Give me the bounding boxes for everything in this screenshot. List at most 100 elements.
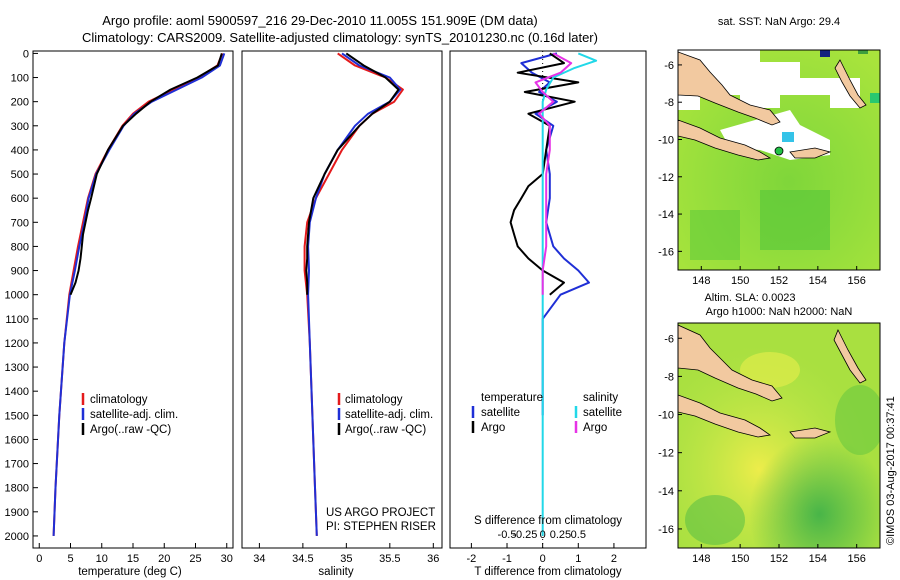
salinity-axes-frame (241, 50, 443, 549)
s-difference-x-ticks: -0.5-0.25 0 0.25 0.5 (498, 529, 586, 541)
depth-tick-label: 1000 (5, 290, 29, 302)
latitude-tick-label: -12 (658, 448, 674, 460)
s-difference-tick-label: -0.25 (512, 529, 537, 541)
land (678, 394, 772, 438)
temperature-tick-label: 15 (127, 553, 139, 565)
latitude-tick-label: -14 (658, 486, 674, 498)
sst-map-ticks: 148 150 152 154 156 -6 -8 -10 -12 -14 -16 (658, 60, 866, 287)
imos-credit: ©IMOS 03-Aug-2017 00:37:41 (885, 396, 897, 545)
difference-axes-frame (449, 50, 647, 549)
salinity-profiles (303, 52, 404, 536)
temperature-tick-label: 20 (158, 553, 170, 565)
salinity-tick-label: 35 (340, 553, 352, 565)
legend-label-temp-argo: Argo (481, 422, 505, 434)
latitude-tick-label: -8 (664, 97, 674, 109)
depth-tick-label: 100 (11, 73, 29, 85)
longitude-tick-label: 156 (848, 553, 866, 565)
salinity-tick-label: 34 (253, 553, 265, 565)
legend-label-argo: Argo(..raw -QC) (90, 424, 171, 436)
sst-map: sat. SST: NaN Argo: 29.4 148 150 152 154 156… (658, 16, 881, 287)
depth-tick-label: 1100 (5, 314, 29, 326)
figure-title-line1: Argo profile: aoml 5900597_216 29-Dec-20… (102, 13, 538, 28)
sst-map-title: sat. SST: NaN Argo: 29.4 (718, 16, 840, 28)
series-temperature-argo (509, 52, 580, 296)
sla-low-anomaly (835, 385, 880, 455)
salinity-tick-label: 34.5 (292, 553, 313, 565)
depth-tick-label: 2000 (5, 531, 29, 543)
legend-label-climatology: climatology (345, 394, 403, 406)
land (833, 329, 867, 384)
depth-tick-label: 600 (11, 193, 29, 205)
longitude-tick-label: 152 (770, 553, 788, 565)
salinity-tick-label: 35.5 (379, 553, 400, 565)
series-salinity-satellite (541, 52, 598, 536)
depth-ticks: 0 100 200 300 400 500 600 700 800 900 1000 1100 1200… (5, 48, 38, 543)
series-salinity-argo (534, 52, 573, 295)
sla-low-anomaly (685, 495, 745, 545)
s-difference-tick-label: 0.25 (550, 529, 571, 541)
series-satellite-adj-climatology (52, 53, 226, 536)
sla-map-ticks: 148 150 152 154 156 -6 -8 -10 -12 -14 -16 (658, 333, 866, 565)
depth-tick-label: 1800 (5, 483, 29, 495)
depth-tick-label: 800 (11, 241, 29, 253)
temperature-tick-label: 5 (67, 553, 73, 565)
series-argo (305, 52, 400, 295)
land (789, 147, 832, 159)
principal-investigator: PI: STEPHEN RISER (326, 521, 436, 533)
t-difference-tick-label: -1 (502, 553, 512, 565)
land (678, 324, 783, 402)
salinity-legend: climatology satellite-adj. clim. Argo(..… (337, 393, 433, 436)
t-difference-tick-label: 0 (540, 553, 546, 565)
sla-map-title-line1: Altim. SLA: 0.0023 (704, 292, 795, 304)
series-temperature-satellite (520, 52, 590, 416)
land (678, 51, 781, 126)
s-difference-tick-label: -0.5 (498, 529, 517, 541)
legend-label-satellite: satellite-adj. clim. (90, 409, 178, 421)
depth-tick-label: 200 (11, 97, 29, 109)
difference-legend: temperature salinity satellite Argo sate… (471, 392, 622, 434)
s-difference-axis-label: S difference from climatology (474, 515, 622, 527)
warm-data-cell (870, 93, 880, 103)
land (834, 59, 867, 109)
depth-tick-label: 1600 (5, 434, 29, 446)
latitude-tick-label: -10 (658, 410, 674, 422)
legend-label-satellite: satellite-adj. clim. (345, 409, 433, 421)
latitude-tick-label: -10 (658, 134, 674, 146)
depth-tick-label: 1200 (5, 338, 29, 350)
legend-label-sal-argo: Argo (583, 422, 607, 434)
series-climatology (52, 53, 224, 536)
sst-cool-patch (690, 210, 740, 260)
salinity-x-label: salinity (318, 566, 353, 578)
temperature-panel: 0100200300400500600700800900100011001200… (5, 48, 234, 578)
temperature-tick-label: 25 (189, 553, 201, 565)
longitude-tick-label: 148 (692, 275, 710, 287)
depth-tick-label: 1400 (5, 386, 29, 398)
sla-map: Altim. SLA: 0.0023 Argo h1000: NaN h2000… (658, 292, 881, 565)
temperature-profiles (52, 53, 226, 536)
longitude-tick-label: 150 (731, 275, 749, 287)
depth-tick-label: 1700 (5, 459, 29, 471)
series-climatology (303, 52, 404, 536)
legend-label-sal-satellite: satellite (583, 407, 622, 419)
temperature-x-label: temperature (deg C) (78, 566, 182, 578)
figure-title-line2: Climatology: CARS2009. Satellite-adjuste… (82, 30, 598, 45)
depth-tick-label: 300 (11, 121, 29, 133)
t-difference-axis-label: T difference from climatology (474, 566, 621, 578)
depth-tick-label: 1300 (5, 362, 29, 374)
longitude-tick-label: 154 (809, 553, 827, 565)
sla-map-title-line2: Argo h1000: NaN h2000: NaN (706, 306, 853, 318)
latitude-tick-label: -8 (664, 371, 674, 383)
salinity-tick-label: 36 (427, 553, 439, 565)
depth-tick-label: 700 (11, 217, 29, 229)
cold-data-cell (820, 50, 830, 57)
latitude-tick-label: -6 (664, 333, 674, 345)
temperature-axes-frame (32, 50, 234, 549)
difference-profiles (509, 52, 598, 536)
warm-data-cell (782, 132, 794, 142)
legend-header-salinity: salinity (583, 392, 618, 404)
salinity-panel: 34 34.5 35 35.5 36 salinity climatology sate… (241, 50, 443, 578)
legend-label-temp-satellite: satellite (481, 407, 520, 419)
argo-float-marker (774, 146, 784, 156)
longitude-tick-label: 156 (848, 275, 866, 287)
